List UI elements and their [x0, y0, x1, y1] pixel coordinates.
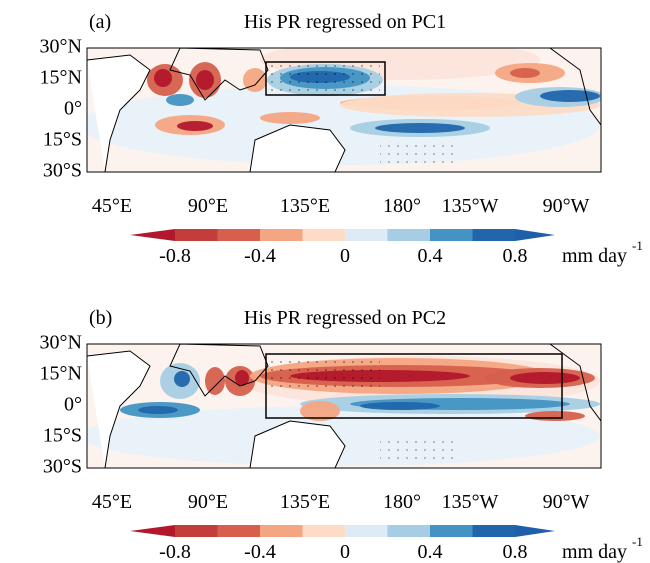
precip-anomaly — [235, 370, 249, 386]
precip-anomaly — [510, 68, 540, 78]
colorbar-tick-label: 0.8 — [503, 245, 528, 267]
significance-dots — [380, 140, 460, 165]
map — [87, 48, 601, 172]
coastline — [169, 344, 269, 397]
colorbar-segment — [472, 229, 516, 241]
lon-label: 90°W — [543, 195, 590, 217]
precip-anomaly — [138, 406, 178, 414]
colorbar-segment — [345, 229, 388, 241]
lon-label: 135°W — [442, 491, 499, 513]
lat-label: 30°S — [43, 456, 82, 478]
map-frame — [86, 343, 602, 469]
colorbar-segment — [430, 229, 473, 241]
coastline — [549, 48, 601, 126]
precip-anomaly — [196, 70, 214, 90]
precip-anomaly — [525, 411, 585, 421]
precip-anomaly — [166, 94, 194, 106]
coastline — [87, 54, 151, 172]
significance-dots — [270, 64, 380, 92]
lon-label: 90°W — [543, 491, 590, 513]
lat-label: 30°S — [43, 160, 82, 182]
lon-label: 90°E — [188, 195, 228, 217]
panel-label: (b) — [89, 307, 112, 329]
lon-label: 135°W — [442, 195, 499, 217]
map — [87, 344, 601, 468]
colorbar-segment — [175, 525, 218, 537]
colorbar-segment — [260, 525, 303, 537]
lon-label: 135°E — [280, 195, 330, 217]
colorbar-end — [130, 229, 175, 241]
lat-label: 0° — [64, 394, 82, 416]
significance-dots — [270, 360, 380, 388]
lat-label: 15°S — [43, 129, 82, 151]
colorbar-segment — [302, 525, 346, 537]
precip-anomaly — [154, 69, 172, 87]
precip-anomaly — [375, 123, 465, 133]
lon-label: 180° — [383, 491, 421, 513]
precip-anomaly — [360, 402, 440, 410]
precip-anomaly — [177, 121, 213, 131]
precip-anomaly — [243, 68, 267, 92]
lon-label: 135°E — [280, 491, 330, 513]
colorbar-tick-label: 0.4 — [418, 541, 443, 563]
lat-label: 30°N — [40, 36, 82, 58]
lon-label: 45°E — [92, 491, 132, 513]
panel: (a) His PR regressed on PC1 30°N 15°N 0° 15°S… — [40, 11, 643, 267]
precip-anomaly — [260, 112, 320, 124]
lat-label: 15°S — [43, 425, 82, 447]
colorbar-segment — [345, 525, 388, 537]
coastline — [249, 420, 346, 468]
colorbar-segment — [302, 229, 346, 241]
colorbar-end — [130, 525, 175, 537]
colorbar-segment — [260, 229, 303, 241]
precip-anomaly — [510, 372, 580, 384]
colorbar-unit-exponent: -1 — [632, 534, 643, 549]
colorbar-segment — [217, 229, 261, 241]
map-frame — [86, 47, 602, 173]
colorbar-tick-label: -0.8 — [159, 541, 191, 563]
precip-anomaly — [540, 90, 600, 102]
colorbar-end — [515, 229, 555, 241]
panel-title: His PR regressed on PC2 — [244, 307, 446, 329]
coastline — [249, 124, 346, 172]
colorbar-tick-label: -0.8 — [159, 245, 191, 267]
region-box — [265, 61, 386, 96]
coastline — [87, 350, 151, 468]
colorbar-segment — [175, 229, 218, 241]
precip-anomaly — [205, 367, 225, 395]
coastline — [169, 48, 269, 101]
colorbar-unit: mm day — [562, 245, 627, 267]
colorbar-end — [515, 525, 555, 537]
precip-anomaly — [174, 371, 190, 387]
colorbar-tick-label: 0.8 — [503, 541, 528, 563]
panel-label: (a) — [89, 11, 111, 33]
lon-label: 45°E — [92, 195, 132, 217]
colorbar-segment — [387, 525, 431, 537]
colorbar-tick-label: 0 — [340, 541, 350, 563]
colorbar-segment — [472, 525, 516, 537]
lon-label: 180° — [383, 195, 421, 217]
colorbar-unit-exponent: -1 — [632, 238, 643, 253]
panel: (b) His PR regressed on PC2 30°N 15°N 0° 15°S… — [40, 307, 643, 563]
colorbar-segment — [430, 525, 473, 537]
coastline — [549, 344, 601, 422]
colorbar-segment — [387, 229, 431, 241]
colorbar-tick-label: 0 — [340, 245, 350, 267]
lon-label: 90°E — [188, 491, 228, 513]
colorbar-tick-label: -0.4 — [244, 245, 276, 267]
region-box — [265, 353, 563, 419]
precip-anomaly — [87, 406, 600, 466]
precip-anomaly — [300, 401, 340, 421]
colorbar-segment — [217, 525, 261, 537]
lat-label: 15°N — [40, 67, 82, 89]
lat-label: 0° — [64, 98, 82, 120]
lat-label: 30°N — [40, 332, 82, 354]
panel-title: His PR regressed on PC1 — [244, 11, 446, 33]
significance-dots — [380, 436, 460, 461]
colorbar-tick-label: 0.4 — [418, 245, 443, 267]
colorbar-tick-label: -0.4 — [244, 541, 276, 563]
lat-label: 15°N — [40, 363, 82, 385]
colorbar-unit: mm day — [562, 541, 627, 563]
